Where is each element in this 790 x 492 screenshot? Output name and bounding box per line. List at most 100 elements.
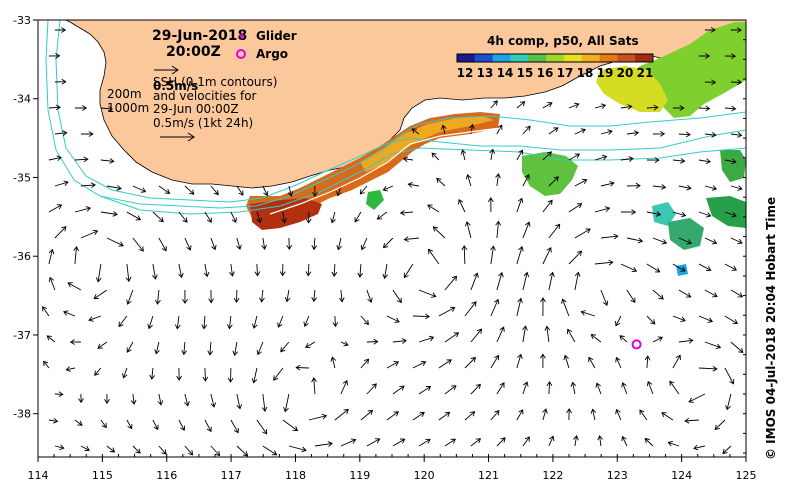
x-tick-label: 114 xyxy=(28,469,49,482)
velocity-arrow xyxy=(202,367,209,382)
velocity-arrow xyxy=(392,289,402,304)
velocity-arrow xyxy=(597,434,603,447)
velocity-arrow xyxy=(203,263,210,278)
glider-marker-icon: ✦ xyxy=(237,30,246,43)
colorbar-tick-label: 21 xyxy=(637,66,654,80)
colorbar-tick-label: 17 xyxy=(557,66,574,80)
velocity-arrow xyxy=(574,178,588,187)
velocity-arrow xyxy=(251,315,258,329)
x-tick-label: 124 xyxy=(671,469,692,482)
velocity-arrow xyxy=(43,360,50,369)
velocity-arrow xyxy=(574,228,591,239)
argo-float-marker[interactable] xyxy=(631,339,642,350)
velocity-arrow xyxy=(704,341,722,350)
velocity-arrow xyxy=(359,185,368,195)
velocity-arrow xyxy=(181,341,187,356)
x-tick-label: 119 xyxy=(349,469,370,482)
velocity-arrow xyxy=(63,310,76,317)
velocity-arrow xyxy=(626,182,641,189)
velocity-arrow xyxy=(330,356,337,369)
velocity-arrow xyxy=(672,315,686,323)
velocity-arrow xyxy=(698,53,711,59)
velocity-arrow xyxy=(286,237,293,251)
velocity-arrow xyxy=(418,438,431,447)
contour-200m-label: 200m xyxy=(107,87,142,101)
velocity-arrow xyxy=(54,444,65,451)
velocity-arrow xyxy=(360,315,370,326)
velocity-arrow xyxy=(259,289,265,303)
velocity-arrow xyxy=(574,271,581,291)
x-axis: 114 115 116 117 118 119 120 121 122 123 124 125 xyxy=(28,454,757,482)
velocity-arrow xyxy=(568,102,580,109)
velocity-arrow xyxy=(542,199,553,213)
velocity-arrow xyxy=(412,360,427,369)
velocity-arrow xyxy=(157,393,164,406)
velocity-arrow xyxy=(522,436,530,447)
legend-argo: Argo xyxy=(256,47,288,61)
velocity-arrow xyxy=(724,315,739,325)
velocity-arrow xyxy=(540,353,546,368)
velocity-arrow xyxy=(360,409,374,421)
velocity-arrow xyxy=(54,180,69,187)
velocity-arrow xyxy=(626,237,644,244)
velocity-arrow xyxy=(106,237,124,247)
velocity-arrow xyxy=(490,100,498,109)
velocity-arrow xyxy=(284,289,291,303)
velocity-arrow xyxy=(678,184,692,191)
velocity-arrow xyxy=(546,380,553,395)
velocity-arrow xyxy=(698,211,712,218)
velocity-arrow xyxy=(704,27,716,33)
current-streak xyxy=(269,127,501,215)
velocity-arrow xyxy=(158,237,167,252)
velocity-arrow xyxy=(678,131,691,138)
velocity-arrow xyxy=(256,419,268,435)
velocity-arrow xyxy=(80,229,99,239)
velocity-arrow xyxy=(678,337,694,344)
velocity-arrow xyxy=(594,206,611,213)
velocity-arrow xyxy=(48,248,55,265)
velocity-arrow xyxy=(132,445,141,454)
velocity-arrow xyxy=(287,185,294,197)
velocity-arrow xyxy=(152,211,164,223)
colorbar-swatch xyxy=(635,54,654,62)
velocity-arrow xyxy=(600,289,609,306)
velocity-arrow xyxy=(208,289,214,304)
velocity-arrow xyxy=(652,237,668,245)
velocity-arrow xyxy=(261,393,268,413)
velocity-arrow xyxy=(118,315,128,328)
velocity-arrow xyxy=(360,237,368,251)
velocity-arrow xyxy=(210,185,219,196)
velocity-arrow xyxy=(147,315,154,330)
velocity-arrow xyxy=(204,419,212,433)
velocity-arrow xyxy=(522,125,531,135)
velocity-arrow xyxy=(672,211,687,218)
velocity-arrow xyxy=(126,341,134,353)
velocity-arrow xyxy=(428,248,440,265)
velocity-arrow xyxy=(69,339,81,345)
sst-patch-east-yellow xyxy=(596,66,668,112)
velocity-arrow xyxy=(80,182,96,189)
velocity-arrow xyxy=(522,271,530,291)
velocity-arrow xyxy=(65,366,75,372)
velocity-arrow xyxy=(227,367,234,383)
velocity-arrow xyxy=(542,408,548,421)
sst-patch-hot xyxy=(250,198,322,230)
velocity-arrow xyxy=(230,211,237,223)
velocity-arrow xyxy=(438,306,456,317)
velocity-arrow xyxy=(279,263,286,277)
velocity-arrow xyxy=(590,334,602,343)
velocity-arrow xyxy=(516,297,523,317)
velocity-arrow xyxy=(338,289,345,303)
velocity-arrow xyxy=(580,310,596,317)
velocity-arrow xyxy=(615,356,622,369)
velocity-arrow xyxy=(399,209,413,216)
velocity-arrow xyxy=(382,237,394,249)
velocity-arrow xyxy=(496,382,505,395)
x-tick-label: 116 xyxy=(156,469,177,482)
sst-patch-orange xyxy=(360,116,494,172)
velocity-arrow xyxy=(233,289,240,304)
velocity-arrow xyxy=(411,128,420,135)
velocity-arrow xyxy=(595,382,602,395)
x-tick-label: 118 xyxy=(285,469,306,482)
velocity-arrow xyxy=(600,233,619,240)
